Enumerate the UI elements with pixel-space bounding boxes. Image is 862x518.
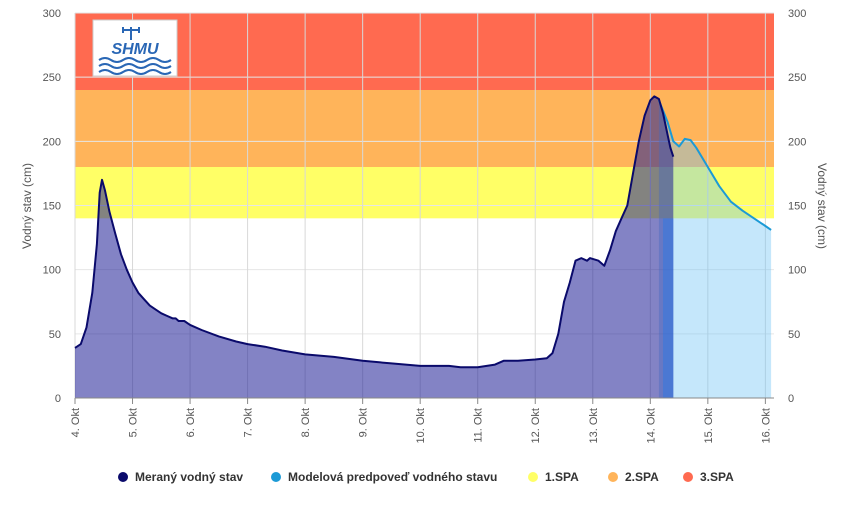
y-tick-label-left: 150 — [43, 201, 61, 213]
series-areas — [74, 95, 772, 399]
y-tick-label-right: 100 — [788, 265, 806, 277]
y-axis-title-left: Vodný stav (cm) — [20, 163, 34, 249]
x-tick-label: 9. Okt — [358, 408, 370, 437]
logo-text: SHMU — [111, 41, 159, 58]
y-tick-label-left: 300 — [43, 8, 61, 20]
x-tick-label: 7. Okt — [243, 408, 255, 437]
y-axis-title-right: Vodný stav (cm) — [815, 163, 829, 249]
legend-marker — [528, 472, 538, 482]
legend-item-label: 3.SPA — [700, 470, 734, 484]
shmu-logo: SHMU — [92, 19, 178, 77]
legend-item-label: Meraný vodný stav — [135, 470, 243, 484]
legend-marker — [118, 472, 128, 482]
x-tick-label: 5. Okt — [128, 408, 140, 437]
x-tick-label: 13. Okt — [588, 408, 600, 443]
legend-marker — [271, 472, 281, 482]
x-tick-label: 14. Okt — [645, 408, 657, 443]
x-tick-label: 15. Okt — [703, 408, 715, 443]
x-tick-label: 16. Okt — [760, 408, 772, 443]
legend-marker — [608, 472, 618, 482]
band-3spa — [75, 13, 774, 90]
x-tick-label: 10. Okt — [415, 408, 427, 443]
axes: 0 0 50 50 100 100 150 150 200 200 250 250 300 300 4. O… — [43, 8, 807, 443]
y-tick-label-right: 150 — [788, 201, 806, 213]
x-tick-label: 4. Okt — [70, 408, 82, 437]
legend-item-label: 2.SPA — [625, 470, 659, 484]
x-tick-label: 6. Okt — [185, 408, 197, 437]
x-tick-label: 11. Okt — [473, 408, 485, 443]
wind-vane-icon — [122, 27, 140, 40]
legend: Meraný vodný stav Modelová predpoveď vodn… — [118, 470, 734, 484]
forecast-line — [657, 99, 772, 231]
y-tick-label-left: 200 — [43, 136, 61, 148]
y-tick-label-right: 300 — [788, 8, 806, 20]
forecast-start-strip — [662, 218, 674, 398]
y-tick-label-right: 0 — [788, 393, 794, 405]
y-tick-label-right: 250 — [788, 72, 806, 84]
forecast-area — [658, 100, 772, 399]
measured-area — [75, 96, 674, 399]
x-tick-label: 8. Okt — [300, 408, 312, 437]
y-tick-label-left: 100 — [43, 265, 61, 277]
y-tick-label-left: 0 — [55, 393, 61, 405]
waves-icon — [98, 57, 172, 75]
measured-line — [74, 95, 675, 369]
y-tick-label-right: 200 — [788, 136, 806, 148]
x-tick-label: 12. Okt — [530, 408, 542, 443]
legend-item-label: 1.SPA — [545, 470, 579, 484]
legend-item-label: Modelová predpoveď vodného stavu — [288, 470, 497, 484]
legend-marker — [683, 472, 693, 482]
y-tick-label-right: 50 — [788, 329, 800, 341]
y-tick-label-left: 250 — [43, 72, 61, 84]
y-tick-label-left: 50 — [49, 329, 61, 341]
